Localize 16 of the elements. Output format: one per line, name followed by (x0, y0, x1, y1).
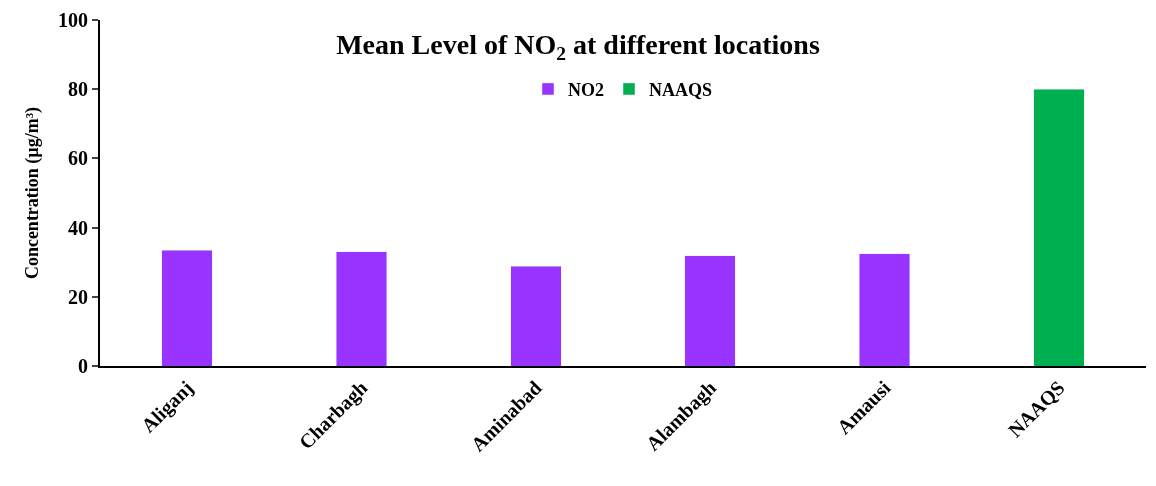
y-axis-title: Concentration (µg/m³) (21, 106, 43, 280)
bar (335, 251, 388, 366)
legend-label: NO2 (568, 79, 604, 100)
bar (510, 266, 562, 366)
bar (858, 253, 911, 366)
y-tick-label: 100 (58, 9, 88, 31)
bar (1033, 88, 1085, 366)
y-tick-label: 20 (68, 285, 88, 308)
legend-label: NAAQS (649, 79, 713, 100)
y-tick-label: 80 (68, 78, 88, 101)
y-tick-label: 60 (68, 147, 88, 170)
bar (684, 255, 736, 366)
y-tick-label: 0 (78, 355, 88, 377)
y-tick-label: 40 (68, 216, 88, 239)
chart-title: Mean Level of NO$_{2}$ at different locations (336, 28, 820, 64)
bar (161, 249, 213, 366)
